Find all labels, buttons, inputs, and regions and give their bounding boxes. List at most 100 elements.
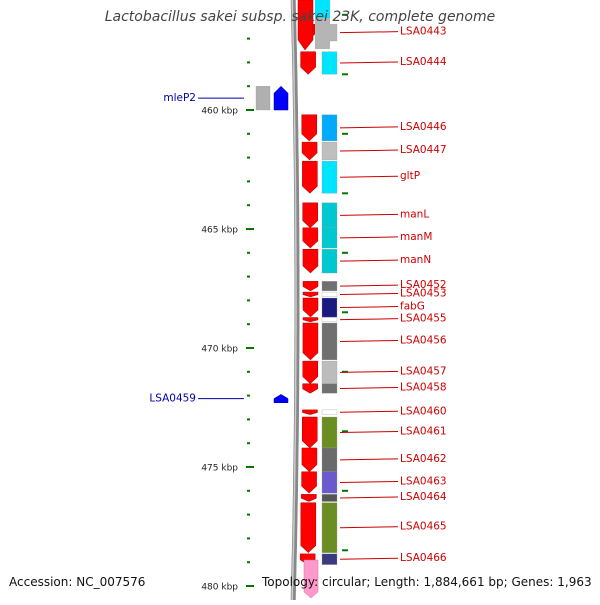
gene-arrow-gltP — [302, 160, 318, 194]
gene-callout-line — [339, 175, 399, 178]
gene-callout-line — [339, 61, 399, 64]
genome-summary-label: Topology: circular; Length: 1,884,661 bp… — [262, 575, 592, 589]
gene-arrow-manM — [302, 227, 319, 249]
gene-callout-line — [339, 213, 399, 216]
gene-arrow-mleP2 — [273, 85, 289, 111]
gene-label-mleP2: mleP2 — [163, 92, 196, 104]
cog-block-LSA0453 — [321, 291, 338, 297]
cog-block-LSA0461 — [321, 416, 338, 449]
gene-label-LSA0460: LSA0460 — [400, 405, 447, 417]
cog-block-LSA0452 — [321, 281, 338, 292]
gene-arrow-LSA0461 — [302, 416, 318, 449]
cog-block-LSA0447 — [321, 141, 338, 161]
map-title: Lactobacillus sakei subsp. sakei 23K, co… — [104, 9, 496, 25]
gene-arrow-manL — [302, 202, 318, 229]
gene-arrow-LSA0444 — [300, 51, 316, 75]
gene-callout-line — [339, 480, 399, 483]
gene-arrow-LSA0463 — [301, 471, 317, 494]
gene-callout-line — [339, 370, 399, 373]
cog-block-LSA0456 — [321, 322, 338, 361]
gene-callout-line — [339, 557, 399, 560]
cog-block-LSA0463 — [321, 471, 338, 494]
gene-label-gltP: gltP — [400, 170, 420, 182]
gene-arrow-LSA0453 — [302, 291, 319, 298]
genome-backbone — [290, 0, 300, 601]
gene-label-LSA0453: LSA0453 — [400, 287, 447, 299]
gene-label-LSA0462: LSA0462 — [400, 453, 447, 465]
gene-label-LSA0452: LSA0452 — [400, 279, 447, 291]
cog-block-LSA0455 — [321, 317, 338, 322]
gene-callout-line — [339, 259, 399, 262]
gene-label-LSA0458: LSA0458 — [400, 381, 447, 393]
gene-arrow-LSA0452 — [302, 281, 319, 292]
cog-block-LSA0444 — [321, 51, 338, 75]
gene-label-LSA0463: LSA0463 — [400, 475, 447, 487]
gene-label-LSA0464: LSA0464 — [400, 491, 447, 503]
scale-tick-label: 465 kbp — [201, 226, 238, 236]
gene-callout-line — [339, 526, 399, 529]
gene-callout-line — [339, 292, 399, 295]
gene-callout-line — [339, 430, 399, 433]
gene-label-LSA0466: LSA0466 — [400, 552, 447, 564]
cog-block-mleP2 — [255, 86, 271, 111]
cog-block-LSA0466 — [321, 553, 338, 565]
cog-block-LSA0462 — [321, 447, 338, 472]
gene-arrow-LSA0465 — [300, 502, 317, 554]
gene-arrow-LSA0446 — [301, 114, 317, 142]
gene-arrow-LSA0464 — [301, 494, 317, 502]
gene-label-LSA0465: LSA0465 — [400, 521, 447, 533]
gene-arrow-partial-bottom — [303, 559, 319, 599]
gene-callout-line — [339, 31, 399, 34]
gene-label-LSA0443: LSA0443 — [400, 26, 447, 38]
gene-callout-line — [339, 386, 399, 389]
gene-label-LSA0447: LSA0447 — [400, 144, 447, 156]
cog-block-manN — [321, 249, 338, 274]
gene-callout-line — [339, 306, 399, 309]
cog-block-LSA0458 — [321, 383, 338, 394]
cog-block-LSA0465 — [321, 502, 338, 553]
gene-arrow-LSA0459 — [273, 394, 289, 403]
gene-callout-line — [339, 318, 399, 321]
cog-block-LSA0460 — [321, 409, 338, 415]
gene-label-fabG: fabG — [400, 301, 425, 313]
gene-arrow-manN — [302, 248, 319, 274]
accession-label: Accession: NC_007576 — [9, 575, 146, 589]
scale-tick-label: 470 kbp — [201, 345, 238, 355]
gene-arrow-partial-top — [297, 0, 314, 51]
cog-block-partial-top-2 — [315, 0, 330, 18]
gene-callout-line — [339, 410, 399, 413]
cog-block-fabG — [321, 297, 338, 318]
gene-label-LSA0459: LSA0459 — [149, 393, 196, 405]
gene-label-LSA0457: LSA0457 — [400, 365, 447, 377]
gene-callout-line — [339, 149, 399, 152]
cog-block-LSA0464 — [321, 494, 338, 502]
gene-label-LSA0455: LSA0455 — [400, 313, 447, 325]
gene-callout-line — [339, 496, 399, 499]
genome-backbone-highlight — [291, 0, 297, 601]
gene-callout-line — [339, 236, 399, 239]
gene-label-manN: manN — [400, 254, 431, 266]
gene-arrow-fabG — [302, 297, 319, 318]
gene-arrow-LSA0447 — [301, 141, 318, 161]
gene-callout-line — [339, 126, 399, 129]
gene-label-LSA0461: LSA0461 — [400, 425, 447, 437]
gene-arrow-LSA0456 — [302, 322, 319, 361]
gene-label-LSA0446: LSA0446 — [400, 121, 447, 133]
cog-block-manL — [321, 202, 338, 228]
gene-callout-line — [339, 339, 399, 342]
gene-label-LSA0456: LSA0456 — [400, 334, 447, 346]
cog-block-LSA0457 — [321, 360, 338, 384]
cog-block-LSA0446 — [321, 114, 338, 142]
scale-tick-label: 460 kbp — [201, 107, 238, 117]
gene-label-manM: manM — [400, 231, 432, 243]
gene-arrow-LSA0462 — [301, 447, 318, 473]
gene-label-manL: manL — [400, 208, 429, 220]
gene-callout-line — [339, 284, 399, 287]
gene-arrow-LSA0455 — [302, 317, 319, 323]
gene-arrow-LSA0460 — [302, 409, 318, 415]
scale-tick-label: 480 kbp — [201, 583, 238, 593]
gene-arrow-LSA0457 — [302, 360, 319, 385]
cog-block-manM — [321, 227, 338, 249]
